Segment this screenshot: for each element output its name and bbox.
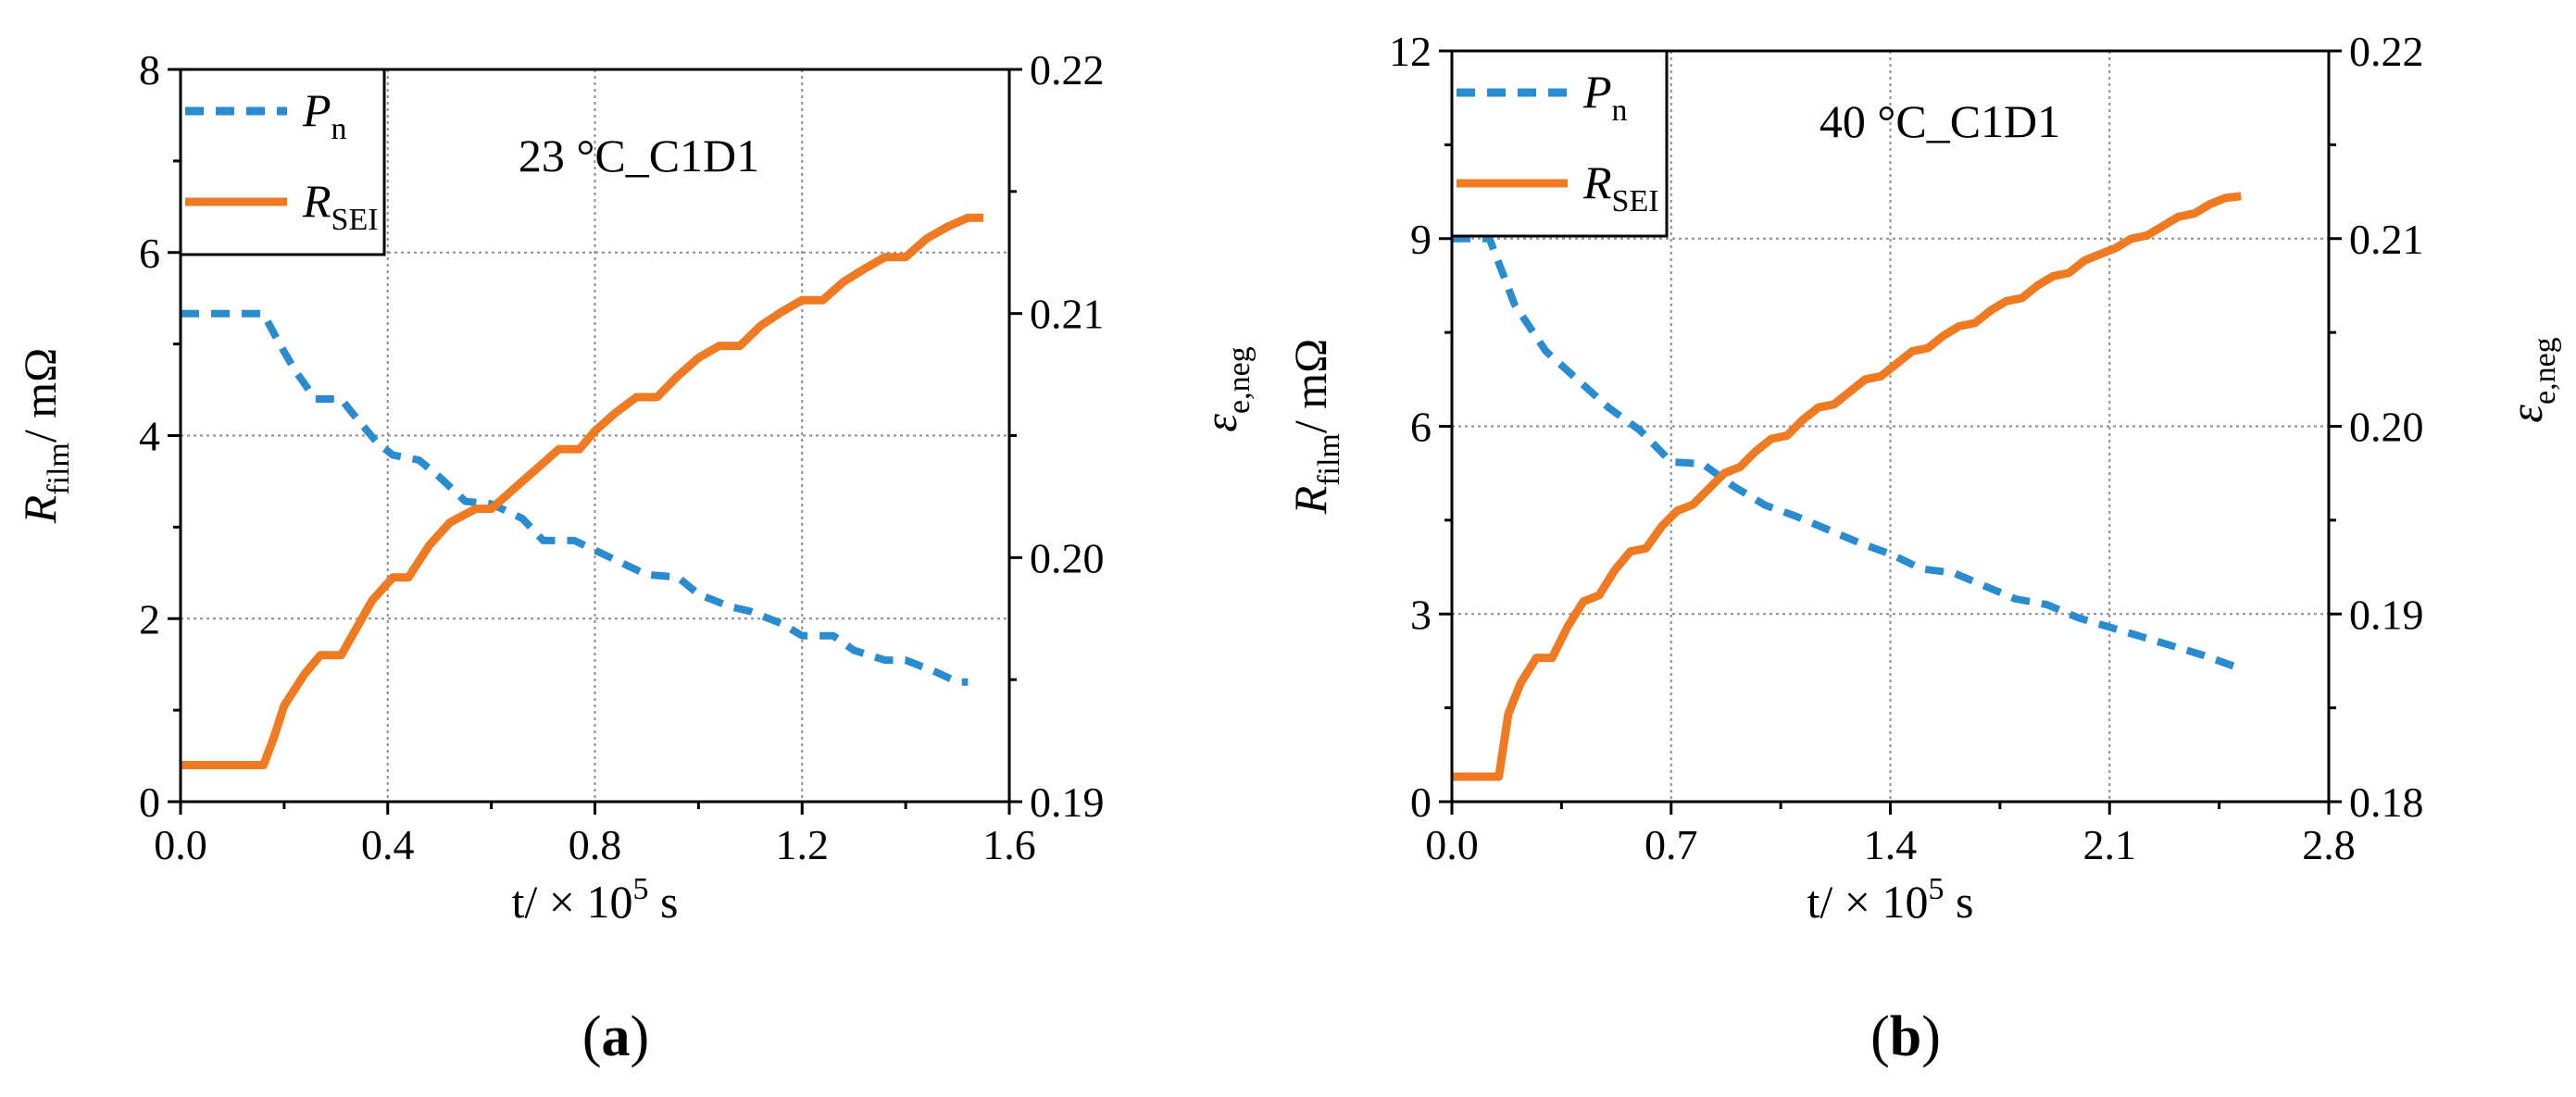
y-right-tick-label: 0.20 xyxy=(2349,404,2424,451)
y-left-tick-label: 3 xyxy=(1410,591,1432,638)
y-right-tick-label: 0.20 xyxy=(1030,534,1105,581)
x-tick-label: 0.4 xyxy=(361,821,415,868)
legend-label-RSEI: RSEI xyxy=(1582,156,1659,218)
y-left-tick-label: 4 xyxy=(139,413,160,460)
y-left-tick-label: 12 xyxy=(1389,28,1432,75)
x-tick-label: 0.8 xyxy=(569,821,622,868)
panel-b: 0.0 0.7 1.4 2.1 2.8 0 3 6 9 12 0.18 0.19 0.20 0.21 0.2… xyxy=(1284,28,2562,1068)
y-left-tick-label: 6 xyxy=(139,230,160,277)
legend-label-Pn: Pn xyxy=(302,84,347,146)
y-right-tick-label: 0.19 xyxy=(1030,779,1105,826)
y-right-axis-title: εe,neg xyxy=(2500,337,2562,422)
series-line-Pn xyxy=(1452,234,2236,670)
series-line-RSEI xyxy=(181,213,983,769)
y-left-tick-label: 0 xyxy=(1410,779,1432,826)
y-right-tick-label: 0.19 xyxy=(2349,591,2424,638)
y-right-tick-label: 0.21 xyxy=(2349,216,2424,263)
panel-label: (b) xyxy=(1870,1005,1941,1068)
x-tick-label: 0.7 xyxy=(1644,821,1698,868)
x-tick-label: 0.0 xyxy=(154,821,207,868)
series-line-Pn xyxy=(181,309,969,686)
x-axis-title: t/ × 105 s xyxy=(512,872,679,928)
x-tick-label: 0.0 xyxy=(1425,821,1479,868)
y-left-axis-title: Rfilm/ mΩ xyxy=(1284,339,1346,516)
panel-a: 0.0 0.4 0.8 1.2 1.6 0 2 4 6 8 0.19 0.20 0.21 0.22 t/ ×… xyxy=(14,46,1257,1068)
condition-annotation: 40 °C_C1D1 xyxy=(1819,95,2060,147)
x-tick-label: 2.8 xyxy=(2302,821,2356,868)
y-left-tick-label: 9 xyxy=(1410,216,1432,263)
legend-label-RSEI: RSEI xyxy=(302,175,379,237)
y-right-tick-label: 0.22 xyxy=(2349,28,2424,75)
condition-annotation: 23 °C_C1D1 xyxy=(519,130,759,181)
y-right-tick-label: 0.22 xyxy=(1030,46,1105,93)
y-left-tick-label: 2 xyxy=(139,595,160,642)
y-right-axis-title: εe,neg xyxy=(1194,346,1257,431)
y-right-tick-label: 0.18 xyxy=(2349,779,2424,826)
y-left-tick-label: 0 xyxy=(139,779,160,826)
y-left-axis-title: Rfilm/ mΩ xyxy=(14,348,76,525)
x-tick-label: 1.2 xyxy=(776,821,830,868)
panel-label: (a) xyxy=(582,1005,649,1068)
x-tick-label: 1.4 xyxy=(1864,821,1918,868)
legend-box xyxy=(1450,49,1669,238)
x-tick-label: 1.6 xyxy=(982,821,1036,868)
y-right-tick-label: 0.21 xyxy=(1030,291,1105,338)
x-tick-label: 2.1 xyxy=(2083,821,2137,868)
legend-label-Pn: Pn xyxy=(1582,66,1628,128)
legend-box xyxy=(179,68,386,256)
x-axis-title: t/ × 105 s xyxy=(1807,872,1974,928)
y-left-tick-label: 6 xyxy=(1410,404,1432,451)
series-line-RSEI xyxy=(1452,192,2242,781)
y-left-tick-label: 8 xyxy=(139,46,160,93)
